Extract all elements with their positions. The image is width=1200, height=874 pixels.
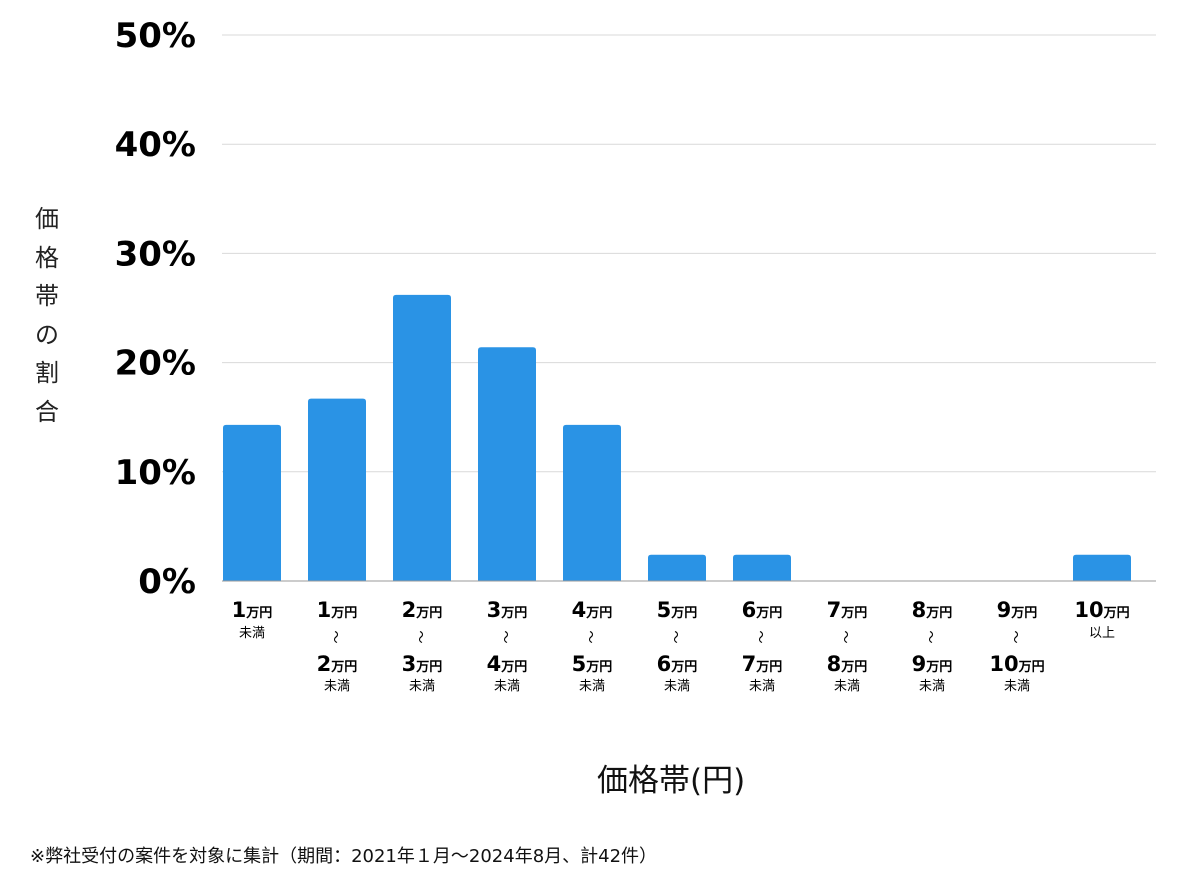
x-tick-label: 5万円 [572, 652, 613, 676]
x-tick-note: 未満 [409, 679, 435, 694]
x-tick-note: 未満 [494, 679, 520, 694]
x-tick-label: 1万円 [317, 598, 358, 622]
x-tick-range-mark: 〜 [667, 630, 682, 643]
x-tick-label: 4万円 [487, 652, 528, 676]
footnote: ※弊社受付の案件を対象に集計（期間：2021年１月〜2024年8月、計42件） [30, 846, 658, 867]
x-tick-note: 未満 [749, 679, 775, 694]
x-axis-label: 価格帯(円) [597, 763, 746, 799]
x-tick-label: 3万円 [402, 652, 443, 676]
x-tick-note: 未満 [919, 679, 945, 694]
x-tick-label: 1万円 [232, 598, 273, 622]
x-tick-label: 3万円 [487, 598, 528, 622]
x-tick-label: 10万円 [989, 652, 1044, 676]
y-tick-label: 40% [115, 125, 196, 165]
y-axis-label: 価格帯の割合 [35, 205, 59, 426]
x-tick-note: 以上 [1089, 626, 1115, 641]
y-tick-label: 0% [138, 562, 196, 602]
x-tick-range-mark: 〜 [582, 630, 597, 643]
x-tick-label: 9万円 [912, 652, 953, 676]
x-tick-label: 9万円 [997, 598, 1038, 622]
x-tick-label: 6万円 [657, 652, 698, 676]
x-tick-note: 未満 [1004, 679, 1030, 694]
x-tick-label: 6万円 [742, 598, 783, 622]
x-tick-label: 4万円 [572, 598, 613, 622]
bar [733, 554, 791, 581]
x-tick-range-mark: 〜 [752, 630, 767, 643]
bar [308, 398, 366, 581]
x-tick-label: 2万円 [402, 598, 443, 622]
bar [223, 424, 281, 581]
x-tick-label: 8万円 [912, 598, 953, 622]
x-tick-label: 7万円 [742, 652, 783, 676]
y-tick-label: 20% [115, 344, 196, 384]
y-tick-label: 30% [115, 234, 196, 274]
x-tick-label: 10万円 [1074, 598, 1129, 622]
bar [648, 554, 706, 581]
y-tick-label: 10% [115, 453, 196, 493]
x-tick-label: 5万円 [657, 598, 698, 622]
x-tick-range-mark: 〜 [327, 630, 342, 643]
x-tick-label: 8万円 [827, 652, 868, 676]
bar [478, 347, 536, 581]
x-tick-note: 未満 [579, 679, 605, 694]
x-tick-label: 2万円 [317, 652, 358, 676]
x-tick-note: 未満 [324, 679, 350, 694]
x-tick-range-mark: 〜 [1007, 630, 1022, 643]
x-tick-note: 未満 [239, 626, 265, 641]
x-tick-label: 7万円 [827, 598, 868, 622]
x-tick-range-mark: 〜 [837, 630, 852, 643]
bar [1073, 554, 1131, 581]
y-tick-label: 50% [115, 16, 196, 56]
bar [393, 294, 451, 581]
x-tick-range-mark: 〜 [412, 630, 427, 643]
x-tick-note: 未満 [834, 679, 860, 694]
x-tick-range-mark: 〜 [497, 630, 512, 643]
x-tick-range-mark: 〜 [922, 630, 937, 643]
x-tick-note: 未満 [664, 679, 690, 694]
bar [563, 424, 621, 581]
